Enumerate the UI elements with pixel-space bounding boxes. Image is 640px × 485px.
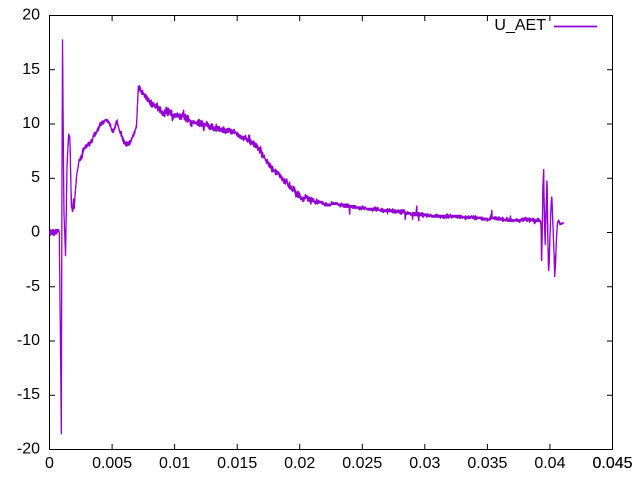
svg-text:-5: -5 bbox=[26, 278, 40, 295]
svg-text:0.005: 0.005 bbox=[92, 455, 132, 472]
svg-text:0.04: 0.04 bbox=[534, 455, 565, 472]
svg-text:0.045: 0.045 bbox=[592, 455, 632, 472]
svg-text:0.025: 0.025 bbox=[342, 455, 382, 472]
svg-text:0.03: 0.03 bbox=[409, 455, 440, 472]
svg-text:20: 20 bbox=[22, 7, 40, 24]
svg-text:-10: -10 bbox=[17, 332, 40, 349]
svg-text:U_AET: U_AET bbox=[494, 17, 546, 34]
svg-text:0.035: 0.035 bbox=[467, 455, 507, 472]
svg-text:0.01: 0.01 bbox=[159, 455, 190, 472]
svg-text:10: 10 bbox=[22, 115, 40, 132]
svg-text:0: 0 bbox=[45, 455, 54, 472]
svg-text:-20: -20 bbox=[17, 441, 40, 458]
svg-text:0.045: 0.045 bbox=[592, 455, 632, 472]
svg-text:-15: -15 bbox=[17, 386, 40, 403]
svg-text:0.02: 0.02 bbox=[284, 455, 315, 472]
svg-text:5: 5 bbox=[31, 169, 40, 186]
svg-text:15: 15 bbox=[22, 61, 40, 78]
svg-text:0.015: 0.015 bbox=[217, 455, 257, 472]
svg-text:0: 0 bbox=[31, 224, 40, 241]
